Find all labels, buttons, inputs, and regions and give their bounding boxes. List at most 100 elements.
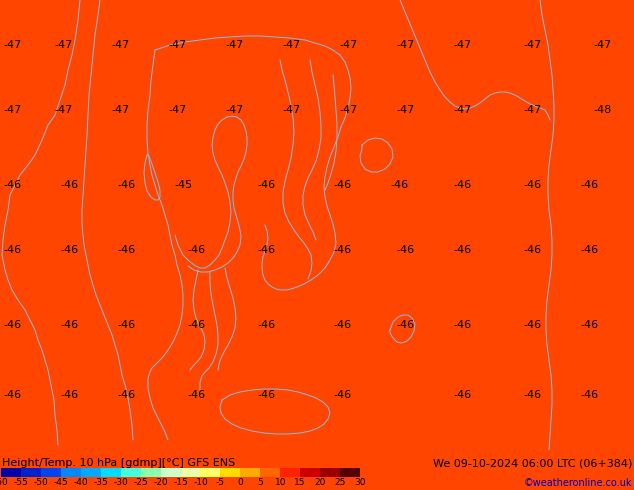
Text: -47: -47: [112, 105, 129, 115]
Text: -46: -46: [118, 390, 136, 400]
Text: -46: -46: [454, 390, 472, 400]
Bar: [320, 468, 340, 477]
Text: 25: 25: [334, 478, 346, 487]
Text: -15: -15: [173, 478, 188, 487]
Text: -46: -46: [454, 180, 472, 190]
Text: -46: -46: [524, 320, 541, 330]
Text: -46: -46: [118, 320, 136, 330]
Bar: [240, 468, 261, 477]
Text: -47: -47: [55, 40, 72, 50]
Text: -46: -46: [188, 390, 205, 400]
Bar: [160, 468, 181, 477]
Text: -46: -46: [333, 180, 351, 190]
Text: -46: -46: [454, 320, 472, 330]
Text: 0: 0: [238, 478, 243, 487]
Bar: [101, 468, 120, 477]
Text: -47: -47: [4, 105, 22, 115]
Text: -60: -60: [0, 478, 8, 487]
Text: -47: -47: [593, 40, 611, 50]
Text: -5: -5: [216, 478, 225, 487]
Bar: [61, 468, 81, 477]
Text: -46: -46: [257, 245, 275, 255]
Text: -46: -46: [397, 245, 415, 255]
Text: -46: -46: [61, 245, 79, 255]
Text: -46: -46: [524, 180, 541, 190]
Text: -46: -46: [524, 390, 541, 400]
Text: -46: -46: [524, 245, 541, 255]
Text: -45: -45: [53, 478, 68, 487]
Text: -46: -46: [397, 320, 415, 330]
Bar: [221, 468, 240, 477]
Text: -46: -46: [333, 245, 351, 255]
Text: -46: -46: [4, 245, 22, 255]
Text: -20: -20: [153, 478, 168, 487]
Bar: [120, 468, 141, 477]
Text: -45: -45: [175, 180, 193, 190]
Text: -47: -47: [226, 40, 243, 50]
Text: We 09-10-2024 06:00 LTC (06+384): We 09-10-2024 06:00 LTC (06+384): [432, 458, 632, 468]
Text: -47: -47: [524, 105, 541, 115]
Text: -25: -25: [133, 478, 148, 487]
Text: -48: -48: [593, 105, 611, 115]
Text: -47: -47: [340, 105, 358, 115]
Text: -46: -46: [118, 180, 136, 190]
Text: -47: -47: [524, 40, 541, 50]
Text: -50: -50: [34, 478, 48, 487]
Text: -30: -30: [113, 478, 128, 487]
Bar: [81, 468, 101, 477]
Text: -40: -40: [74, 478, 88, 487]
Text: -46: -46: [581, 320, 598, 330]
Bar: [1, 468, 21, 477]
Text: Height/Temp. 10 hPa [gdmp][°C] GFS ENS: Height/Temp. 10 hPa [gdmp][°C] GFS ENS: [2, 458, 235, 468]
Bar: [141, 468, 160, 477]
Text: -47: -47: [4, 40, 22, 50]
Bar: [261, 468, 280, 477]
Text: -47: -47: [226, 105, 243, 115]
Text: -46: -46: [257, 180, 275, 190]
Text: -47: -47: [169, 105, 186, 115]
Text: -47: -47: [454, 105, 472, 115]
Bar: [300, 468, 320, 477]
Text: -46: -46: [118, 245, 136, 255]
Text: -46: -46: [4, 390, 22, 400]
Text: -46: -46: [391, 180, 408, 190]
Bar: [181, 468, 200, 477]
Text: 30: 30: [354, 478, 366, 487]
Text: -47: -47: [169, 40, 186, 50]
Text: -46: -46: [581, 390, 598, 400]
Text: -46: -46: [257, 320, 275, 330]
Text: -46: -46: [61, 180, 79, 190]
Text: -46: -46: [454, 245, 472, 255]
Text: -47: -47: [283, 105, 301, 115]
Text: 15: 15: [294, 478, 306, 487]
Text: -46: -46: [4, 320, 22, 330]
Text: -47: -47: [340, 40, 358, 50]
Text: -46: -46: [581, 245, 598, 255]
Text: -46: -46: [581, 180, 598, 190]
Text: 5: 5: [257, 478, 263, 487]
Text: -47: -47: [397, 105, 415, 115]
Bar: [280, 468, 300, 477]
Text: -47: -47: [55, 105, 72, 115]
Text: -47: -47: [454, 40, 472, 50]
Bar: [41, 468, 61, 477]
Bar: [21, 468, 41, 477]
Text: -46: -46: [333, 320, 351, 330]
Text: -46: -46: [61, 320, 79, 330]
Text: -46: -46: [333, 390, 351, 400]
Text: -55: -55: [13, 478, 29, 487]
Text: 10: 10: [275, 478, 286, 487]
Text: -47: -47: [397, 40, 415, 50]
Text: ©weatheronline.co.uk: ©weatheronline.co.uk: [524, 478, 632, 488]
Text: -47: -47: [283, 40, 301, 50]
Text: -47: -47: [112, 40, 129, 50]
Text: -10: -10: [193, 478, 208, 487]
Text: -35: -35: [93, 478, 108, 487]
Text: -46: -46: [188, 245, 205, 255]
Text: -46: -46: [61, 390, 79, 400]
Bar: [200, 468, 221, 477]
Text: -46: -46: [188, 320, 205, 330]
Text: -46: -46: [257, 390, 275, 400]
Text: -46: -46: [4, 180, 22, 190]
Text: 20: 20: [314, 478, 326, 487]
